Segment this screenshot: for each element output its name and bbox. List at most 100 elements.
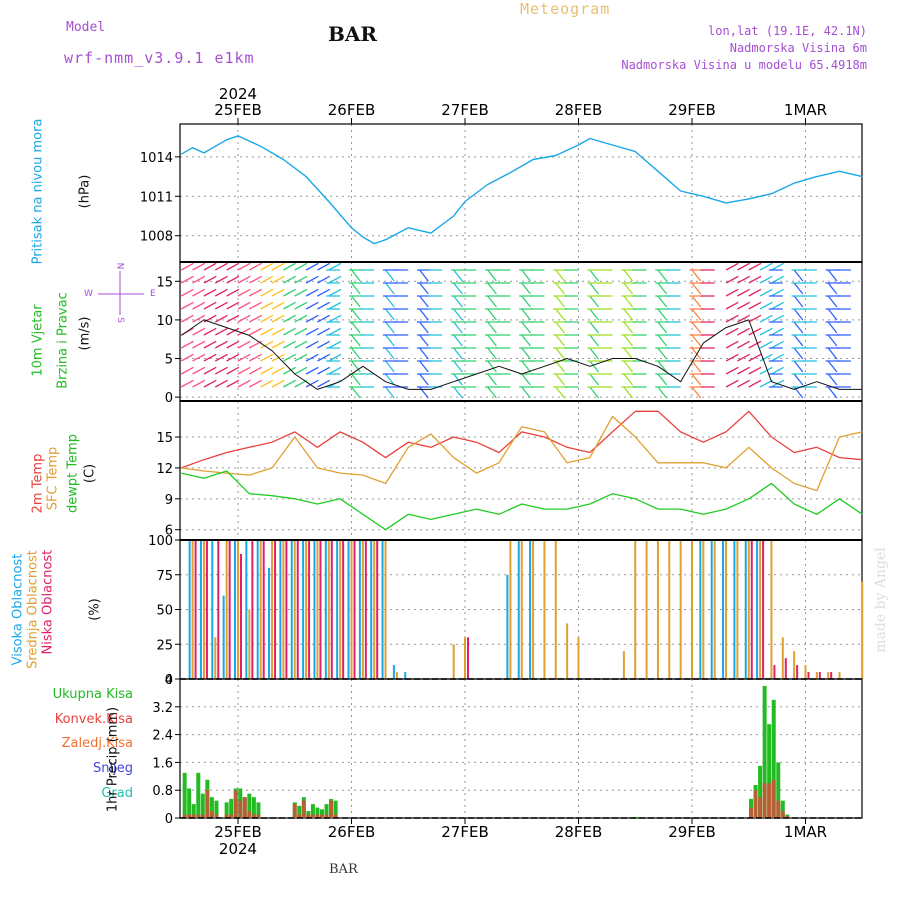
wind-arrow — [294, 327, 308, 336]
wind-arrow — [737, 275, 750, 284]
wind-arrow — [419, 347, 429, 360]
wind-arrow — [214, 288, 228, 297]
wind-arrow — [328, 288, 342, 297]
wind-arrow — [623, 321, 634, 334]
elevation-label: Nadmorska Visina 6m — [729, 41, 867, 55]
wind-arrow — [748, 366, 762, 375]
wind-arrow — [214, 262, 228, 271]
cloud-bar — [691, 540, 693, 679]
wind-arrow — [555, 386, 566, 399]
wind-arrow — [453, 373, 463, 386]
cloud-bar — [308, 540, 311, 679]
precip-bar-conv — [182, 814, 187, 818]
cloud-bar — [194, 540, 197, 679]
wind-arrow — [419, 282, 429, 295]
wind-arrow — [203, 353, 217, 362]
wind-arrow — [771, 327, 785, 336]
y-tick-label: 15 — [156, 431, 173, 446]
precip-bar-conv — [301, 800, 306, 818]
y-tick-label: 6 — [165, 524, 173, 539]
wind-arrow — [453, 334, 463, 347]
precip-bar-conv — [333, 814, 338, 818]
cloud-bar — [733, 540, 736, 679]
wind-arrow — [192, 288, 206, 297]
wind-arrow — [737, 327, 750, 336]
y-tick-label: 2.4 — [152, 729, 173, 744]
wind-arrow — [589, 386, 600, 399]
wind-arrow — [827, 282, 838, 295]
wind-arrow — [214, 353, 228, 362]
cloud-bar — [339, 540, 342, 679]
wind-arrow — [771, 301, 785, 310]
precip-bar-conv — [224, 814, 229, 818]
wind-arrow — [305, 301, 319, 310]
wind-arrow — [214, 275, 228, 284]
wind-arrow — [737, 262, 750, 271]
cloud-bar — [756, 540, 759, 679]
wind-arrows — [180, 262, 851, 399]
wind-arrow — [657, 282, 668, 295]
wind-arrow — [385, 386, 395, 399]
cloud-bar — [830, 672, 833, 679]
wind-arrow — [214, 327, 228, 336]
cloud-bar — [736, 540, 739, 679]
wind-arrow — [737, 288, 750, 297]
cloud-bar — [796, 665, 799, 679]
precip-bar-total — [196, 772, 201, 818]
cloud-bar — [452, 644, 455, 679]
wind-arrow — [657, 269, 668, 282]
wind-arrow — [725, 366, 739, 375]
wind-arrow — [453, 347, 463, 360]
cloud-bar — [404, 672, 407, 679]
cloud-bar — [240, 553, 242, 679]
precip-bar-conv — [191, 814, 196, 818]
x-tick-label-top: 27FEB — [441, 101, 488, 119]
wind-arrow — [623, 373, 634, 386]
precip-bar-conv — [319, 814, 324, 818]
precip-bar-total — [214, 800, 219, 818]
wind-arrow — [657, 386, 668, 399]
wind-arrow — [294, 366, 308, 375]
wind-arrow — [453, 295, 463, 308]
y-tick-label: 100 — [148, 534, 173, 549]
wind-arrow — [589, 282, 600, 295]
wind-arrow — [737, 340, 750, 349]
cloud-bar — [827, 672, 830, 679]
wind-arrow — [748, 379, 762, 388]
wind-arrow — [748, 262, 762, 271]
wind-arrow — [237, 379, 251, 388]
wind-arrow — [759, 301, 773, 310]
cloud-bar — [520, 540, 523, 679]
cloud-bar — [702, 540, 705, 679]
wind-arrow — [260, 353, 274, 362]
wind-arrow — [521, 334, 531, 347]
wind-arrow — [305, 340, 319, 349]
compass-w: W — [84, 289, 93, 299]
wind-arrow — [226, 366, 240, 375]
wind-arrow — [827, 347, 838, 360]
wind-arrow — [487, 347, 497, 360]
wind-arrow — [249, 379, 262, 388]
wind-arrow — [271, 262, 285, 271]
precip-bar-conv — [767, 783, 772, 818]
cloud-bar — [762, 540, 765, 679]
wind-arrow — [691, 360, 702, 373]
wind-arrow — [328, 340, 342, 349]
wind-arrow — [283, 275, 296, 284]
wind-arrow — [305, 275, 319, 284]
wind-arrow — [214, 366, 228, 375]
cloud-bar — [464, 637, 466, 679]
y-tick-label: 1011 — [140, 190, 173, 205]
cloud-bar — [395, 672, 398, 679]
cloud-bar — [302, 540, 305, 679]
wind-arrow — [180, 288, 194, 297]
wind-arrow — [657, 334, 668, 347]
cloud-bar — [222, 595, 225, 679]
wind-arrow — [419, 386, 429, 399]
precip-bar-conv — [315, 814, 320, 818]
wind-arrow — [771, 340, 785, 349]
cloud-bar — [296, 540, 299, 679]
wind-arrow — [521, 386, 531, 399]
compass-e: E — [150, 289, 156, 299]
